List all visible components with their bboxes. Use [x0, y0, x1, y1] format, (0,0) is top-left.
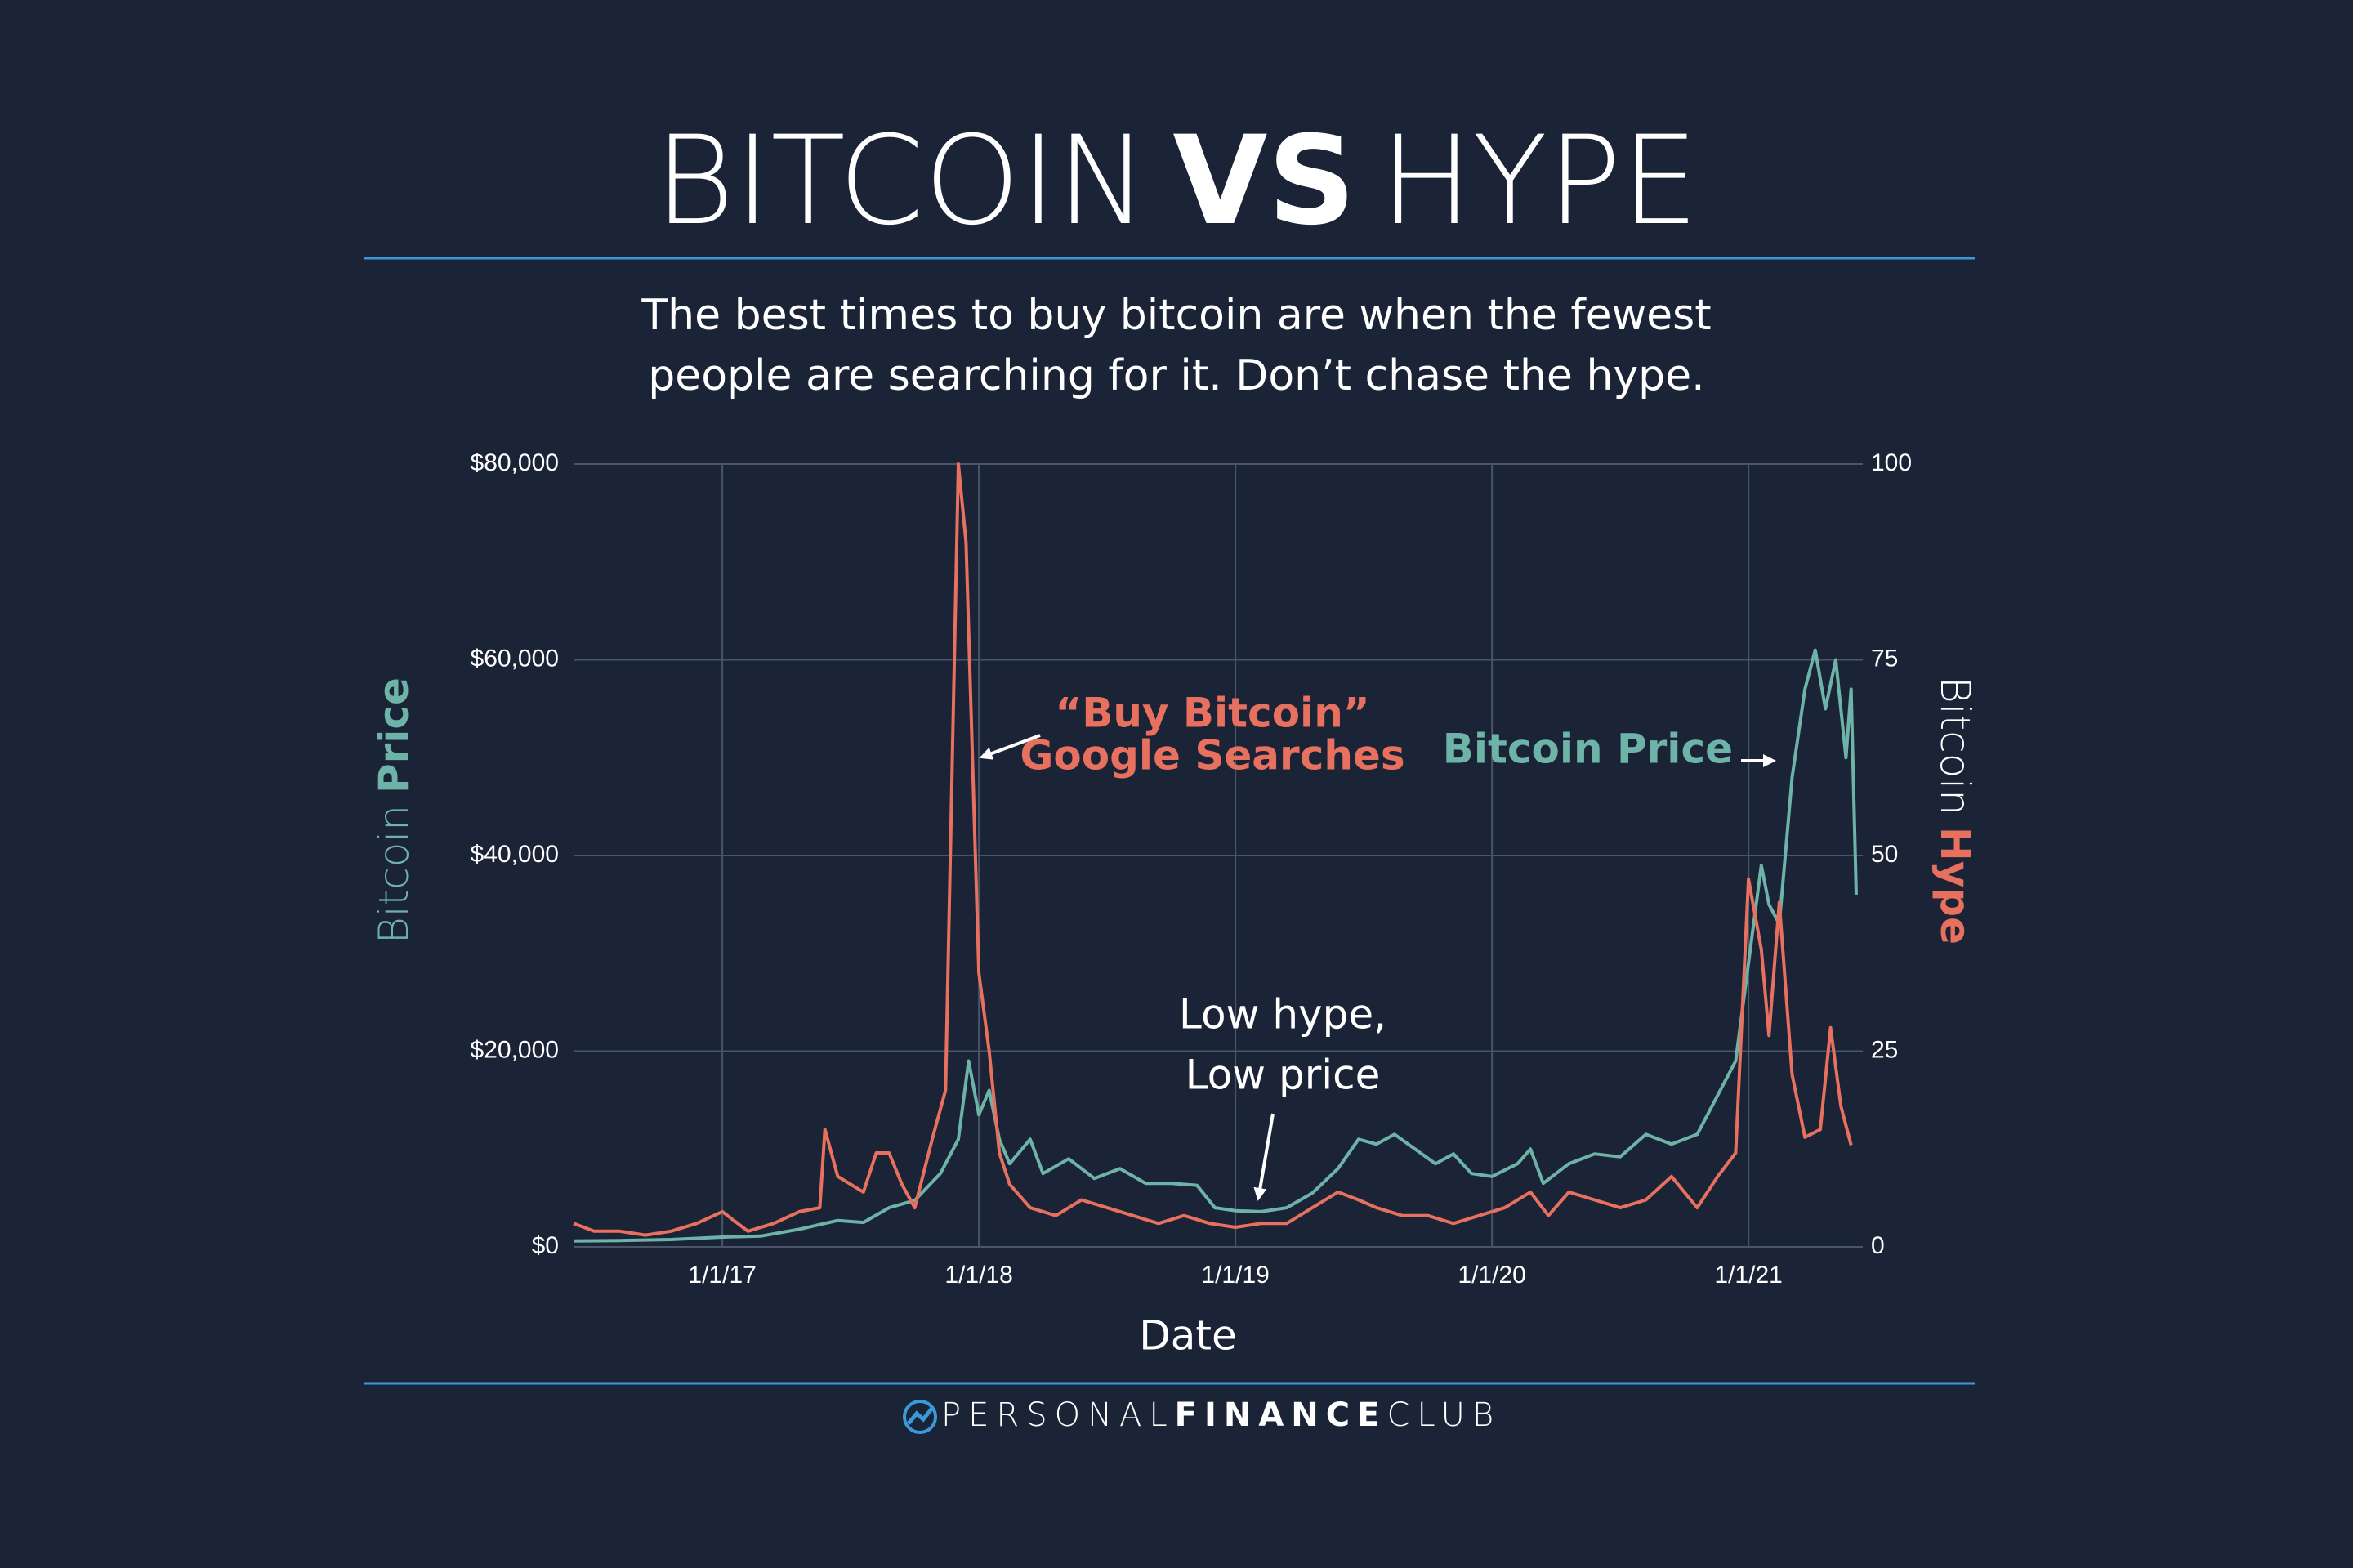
chart-title: BITCOIN VS HYPE	[654, 110, 1699, 252]
footer: PERSONALFINANCECLUB	[941, 1396, 1501, 1434]
logo	[907, 1405, 935, 1425]
y2-tick-label: 50	[1871, 841, 1898, 868]
annotation: “Buy Bitcoin”	[1055, 690, 1369, 737]
x-axis-title: Date	[1139, 1312, 1237, 1360]
y-tick-label: $60,000	[471, 645, 559, 672]
y-title-part: Price	[370, 677, 417, 793]
y-tick-label: $0	[532, 1232, 559, 1259]
y2-tick-label: 75	[1871, 645, 1898, 672]
x-tick-label: 1/1/19	[1201, 1262, 1269, 1289]
y-tick-label: $40,000	[471, 841, 559, 868]
y2-title-part: Hype	[1932, 827, 1980, 945]
x-tick-label: 1/1/18	[944, 1262, 1012, 1289]
logo	[903, 1400, 937, 1434]
y2-tick-label: 25	[1871, 1036, 1898, 1063]
title-part: HYPE	[1381, 110, 1699, 252]
annotation: Google Searches	[1020, 732, 1404, 780]
series-line	[573, 648, 1858, 1243]
footer-part: PERSONAL	[941, 1396, 1175, 1434]
annotation: Low hype,	[1179, 991, 1386, 1039]
x-tick-label: 1/1/17	[688, 1262, 756, 1289]
annotation: Low price	[1185, 1052, 1381, 1099]
y-tick-label: $80,000	[471, 449, 559, 476]
y-tick-label: $20,000	[471, 1036, 559, 1063]
annotation: Bitcoin Price	[1443, 726, 1733, 773]
y2-tick-label: 0	[1871, 1232, 1885, 1259]
x-tick-label: 1/1/21	[1714, 1262, 1782, 1289]
annotation-arrow	[979, 734, 1041, 760]
annotation-arrow	[1253, 1113, 1275, 1201]
y2-axis-title: Bitcoin Hype	[1932, 677, 1980, 945]
subtitle: people are searching for it. Don’t chase…	[648, 351, 1704, 400]
subtitle: The best times to buy bitcoin are when t…	[641, 291, 1711, 340]
title-part: VS	[1172, 110, 1355, 252]
footer-part: FINANCE	[1175, 1396, 1387, 1434]
title-part: BITCOIN	[654, 110, 1149, 252]
y2-tick-label: 100	[1871, 449, 1912, 476]
y2-title-part: Bitcoin	[1932, 677, 1980, 815]
y-title-part: Bitcoin	[370, 805, 417, 944]
series-line	[573, 462, 1853, 1237]
plot: $0 $20,000 $40,000 $60,000 $80,000 0 25 50 75 100…	[471, 449, 1913, 1289]
x-tick-label: 1/1/20	[1458, 1262, 1525, 1289]
footer-part: CLUB	[1386, 1396, 1501, 1434]
y-axis-title: Bitcoin Price	[370, 677, 417, 944]
